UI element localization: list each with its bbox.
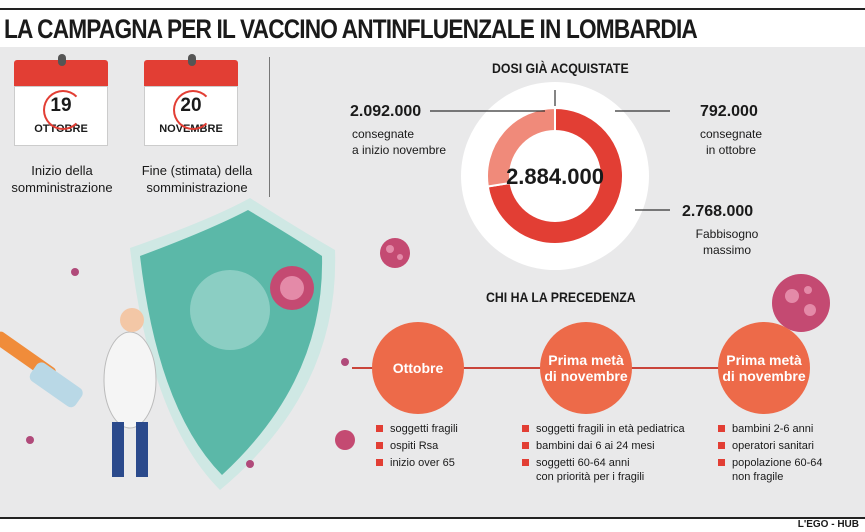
calendar-november-icon: 20 NOVEMBRE: [144, 54, 238, 146]
list-item: bambini dai 6 ai 24 mesi: [522, 439, 685, 453]
doses-need-value: 2.768.000: [682, 203, 754, 220]
doses-left-value: 2.092.000: [350, 103, 422, 120]
priority-heading: CHI HA LA PRECEDENZA: [486, 289, 636, 305]
doses-left-caption: consegnate a inizio novembre: [352, 127, 447, 157]
credit: L'EGO - HUB: [797, 519, 859, 530]
page-title: LA CAMPAGNA PER IL VACCINO ANTINFLUENZAL…: [4, 14, 698, 44]
list-item: bambini 2-6 anni: [718, 422, 823, 436]
list-item: inizio over 65: [376, 456, 458, 470]
donut-hole: [509, 130, 601, 222]
doses-total: 2.884.000: [506, 164, 604, 189]
doses-heading: DOSI GIÀ ACQUISTATE: [492, 60, 629, 76]
calendar-caption: Fine (stimata) della somministrazione: [141, 163, 253, 195]
doses-need-caption: Fabbisogno massimo: [695, 227, 759, 257]
virus-icon: [380, 238, 410, 268]
phase-list: soggetti fragili in età pediatrica bambi…: [522, 422, 685, 487]
phase-circle: Ottobre: [372, 322, 464, 414]
calendar-october-icon: 19 OTTOBRE: [14, 54, 108, 146]
phase-list: bambini 2-6 anni operatori sanitari popo…: [718, 422, 823, 487]
list-item: popolazione 60-64 non fragile: [718, 456, 823, 484]
list-item: operatori sanitari: [718, 439, 823, 453]
virus-icon: [772, 274, 830, 332]
divider: [269, 57, 270, 197]
calendar-caption: Inizio della somministrazione: [11, 163, 113, 195]
doctor-shield-illustration: [0, 198, 355, 490]
phase-circle: Prima metà di novembre: [540, 322, 632, 414]
list-item: soggetti 60-64 anni con priorità per i fr…: [522, 456, 685, 484]
list-item: soggetti fragili in età pediatrica: [522, 422, 685, 436]
doses-donut-chart: [430, 82, 670, 270]
top-rule: [0, 8, 865, 10]
bottom-rule: [0, 517, 865, 519]
phase-circle: Prima metà di novembre: [718, 322, 810, 414]
list-item: ospiti Rsa: [376, 439, 458, 453]
list-item: soggetti fragili: [376, 422, 458, 436]
phase-list: soggetti fragili ospiti Rsa inizio over …: [376, 422, 458, 473]
doses-right-caption: consegnate in ottobre: [700, 127, 763, 157]
doses-right-value: 792.000: [700, 103, 758, 120]
